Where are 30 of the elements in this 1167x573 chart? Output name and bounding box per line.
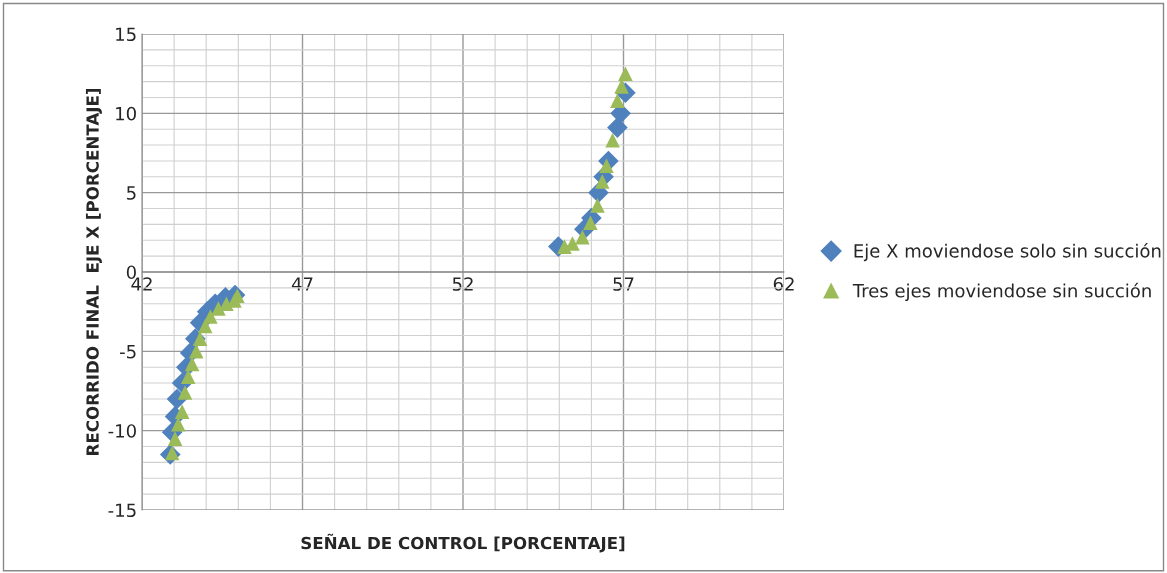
point <box>174 404 190 419</box>
y-tick-label: -15 <box>108 503 136 518</box>
point <box>211 301 226 316</box>
y-tick-label: -5 <box>120 345 136 359</box>
y-tick-label: 0 <box>126 265 136 280</box>
point <box>565 236 580 251</box>
point <box>605 133 620 148</box>
y-axis-title: RECORRIDO FINAL EJE X [PORCENTAJE] <box>85 88 102 455</box>
point <box>184 356 200 372</box>
legend-label: Tres ejes moviendose sin succión <box>852 282 1151 302</box>
x-tick-label: 42 <box>131 277 152 291</box>
point <box>180 369 196 384</box>
point <box>610 93 625 108</box>
point <box>618 66 633 81</box>
y-tick-label: 5 <box>127 186 136 200</box>
point <box>203 309 218 324</box>
x-tick-label: 47 <box>291 277 313 291</box>
y-tick-label: -10 <box>108 424 136 438</box>
point <box>575 229 590 245</box>
legend-label: Eje X moviendose solo sin succión <box>854 242 1161 262</box>
point <box>230 288 245 304</box>
y-tick-label: 15 <box>116 27 136 42</box>
point <box>607 117 628 138</box>
x-tick-label: 52 <box>452 277 473 291</box>
x-tick-label: 62 <box>773 277 794 291</box>
point <box>177 385 193 400</box>
point <box>590 198 605 213</box>
x-tick-label: 57 <box>613 277 634 291</box>
y-tick-label: 10 <box>116 106 136 121</box>
x-axis-title: SEÑAL DE CONTROL [PORCENTAJE] <box>301 533 625 553</box>
